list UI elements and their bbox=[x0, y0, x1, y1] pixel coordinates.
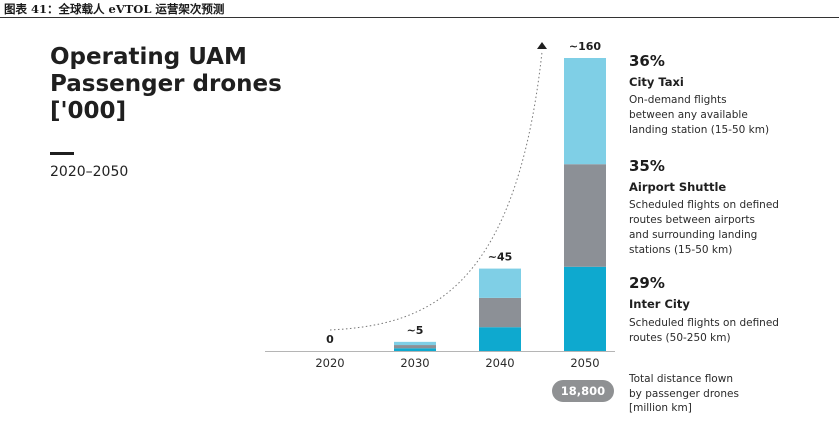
x-tick-label: 2030 bbox=[400, 356, 429, 370]
city-taxi-desc-line: landing station (15-50 km) bbox=[629, 124, 770, 136]
bar-total-label: ~45 bbox=[488, 251, 513, 264]
airport-shuttle-name: Airport Shuttle bbox=[629, 180, 727, 194]
inter-city-name: Inter City bbox=[629, 297, 690, 311]
bar-segment-inter-city bbox=[394, 348, 436, 351]
bar-segment-city-taxi bbox=[479, 268, 521, 298]
chart-title: Operating UAM Passenger drones ['000] bbox=[50, 44, 282, 125]
bar-segment-airport-shuttle bbox=[479, 297, 521, 328]
distance-value-badge: 18,800 bbox=[552, 380, 614, 402]
city-taxi-desc-line: On-demand flights bbox=[629, 94, 727, 106]
airport-shuttle-desc-line: and surrounding landing bbox=[629, 229, 758, 241]
distance-description: Total distance flown by passenger drones… bbox=[629, 372, 739, 416]
trend-curve bbox=[329, 51, 543, 331]
title-line-2: Passenger drones bbox=[50, 71, 282, 97]
trend-arrow-icon bbox=[537, 42, 547, 49]
airport-shuttle-desc-line: stations (15-50 km) bbox=[629, 244, 733, 256]
airport-shuttle-desc-line: routes between airports bbox=[629, 214, 755, 226]
distance-desc-line: [million km] bbox=[629, 402, 692, 414]
x-tick-label: 2020 bbox=[315, 356, 344, 370]
bar-total-label: 0 bbox=[326, 333, 334, 346]
inter-city-description: Scheduled flights on defined routes (50-… bbox=[629, 316, 779, 346]
x-tick-label: 2040 bbox=[485, 356, 514, 370]
bar-segment-airport-shuttle bbox=[394, 345, 436, 349]
period-label: 2020–2050 bbox=[50, 164, 129, 180]
title-divider bbox=[50, 152, 74, 155]
bar-segment-airport-shuttle bbox=[564, 164, 606, 267]
distance-desc-line: Total distance flown bbox=[629, 373, 733, 385]
city-taxi-desc-line: between any available bbox=[629, 109, 748, 121]
caption-divider bbox=[0, 17, 839, 18]
figure-caption: 图表 41：全球载人 eVTOL 运营架次预测 bbox=[4, 2, 225, 16]
bar-segment-inter-city bbox=[564, 266, 606, 351]
airport-shuttle-desc-line: Scheduled flights on defined bbox=[629, 199, 779, 211]
x-tick-label: 2050 bbox=[570, 356, 599, 370]
inter-city-desc-line: Scheduled flights on defined bbox=[629, 317, 779, 329]
inter-city-desc-line: routes (50-250 km) bbox=[629, 332, 731, 344]
title-line-1: Operating UAM bbox=[50, 44, 247, 70]
city-taxi-description: On-demand flights between any available … bbox=[629, 93, 769, 138]
bar-segment-inter-city bbox=[479, 327, 521, 351]
inter-city-percent: 29% bbox=[629, 274, 665, 292]
bar-segment-city-taxi bbox=[394, 341, 436, 346]
city-taxi-percent: 36% bbox=[629, 52, 665, 70]
city-taxi-name: City Taxi bbox=[629, 75, 684, 89]
title-line-3: ['000] bbox=[50, 98, 127, 124]
airport-shuttle-description: Scheduled flights on defined routes betw… bbox=[629, 198, 779, 258]
bar-segment-city-taxi bbox=[564, 58, 606, 165]
bar-total-label: ~5 bbox=[407, 324, 424, 337]
airport-shuttle-percent: 35% bbox=[629, 157, 665, 175]
distance-desc-line: by passenger drones bbox=[629, 387, 739, 400]
bar-total-label: ~160 bbox=[569, 40, 602, 53]
